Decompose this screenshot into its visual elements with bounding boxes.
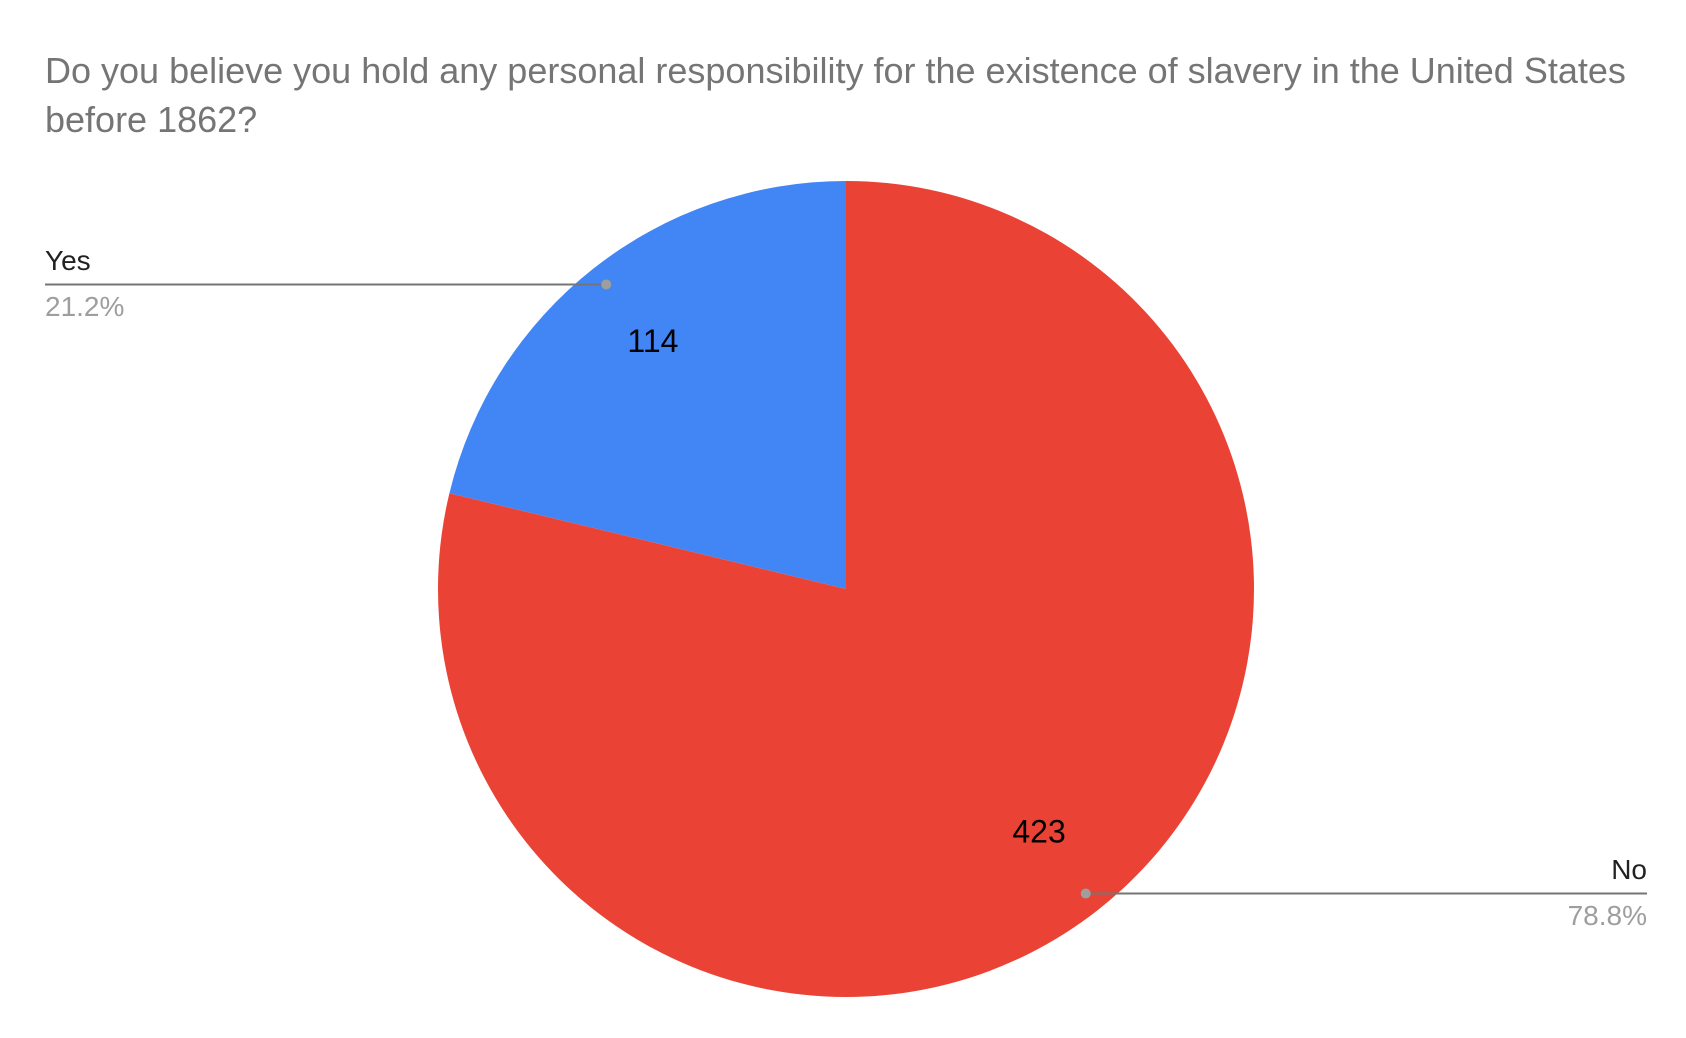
leader-dot bbox=[1080, 888, 1091, 899]
percent-label: 78.8% bbox=[1568, 900, 1647, 931]
category-label: Yes bbox=[45, 245, 91, 276]
percent-label: 21.2% bbox=[45, 291, 124, 322]
value-label: 423 bbox=[1012, 814, 1065, 850]
pie-slice bbox=[438, 181, 1255, 997]
leader-dot bbox=[601, 279, 612, 290]
chart-title: Do you believe you hold any personal res… bbox=[45, 50, 1626, 140]
category-label: No bbox=[1611, 854, 1647, 885]
value-label: 114 bbox=[627, 323, 678, 359]
pie-slice bbox=[449, 181, 846, 589]
